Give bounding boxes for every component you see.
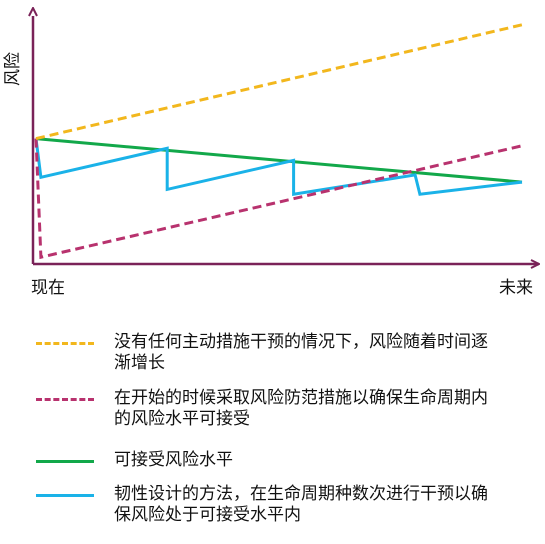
legend-swatch-yellow-dashed: [36, 342, 94, 345]
legend-label-acceptable-risk: 可接受风险水平: [114, 450, 233, 470]
legend-item-resilient-design: 韧性设计的方法，在生命周期种数次进行干预以确保风险处于可接受水平内: [0, 484, 545, 532]
legend-item-early-prevention: 在开始的时候采取风险防范措施以确保生命周期内的风险水平可接受: [0, 388, 545, 436]
x-tick-label-now: 现在: [31, 278, 65, 298]
legend-swatch-magenta-dashed: [36, 398, 94, 401]
legend-label-early-prevention: 在开始的时候采取风险防范措施以确保生命周期内的风险水平可接受: [114, 388, 488, 429]
legend-label-resilient-design: 韧性设计的方法，在生命周期种数次进行干预以确保风险处于可接受水平内: [114, 484, 488, 525]
y-axis-label: 风险: [3, 52, 23, 86]
series-line-resilient-design: [34, 138, 523, 196]
series-line-growing-risk: [35, 23, 523, 141]
legend-label-growing-risk: 没有任何主动措施干预的情况下，风险随着时间逐渐增长: [114, 332, 488, 373]
series-layer: [34, 23, 523, 260]
legend-swatch-blue-solid: [36, 494, 94, 497]
series-line-acceptable-risk: [35, 137, 523, 184]
x-tick-label-future: 未来: [499, 278, 533, 298]
legend-swatch-green-solid: [36, 460, 94, 463]
legend-item-acceptable-risk: 可接受风险水平: [0, 450, 545, 498]
legend-item-growing-risk: 没有任何主动措施干预的情况下，风险随着时间逐渐增长: [0, 332, 545, 380]
series-line-early-prevention: [34, 138, 523, 260]
